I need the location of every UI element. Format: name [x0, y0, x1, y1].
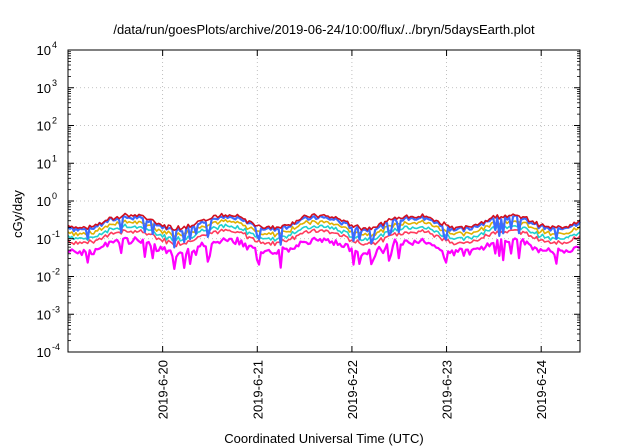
y-tick-label: 10 1 [37, 153, 57, 171]
y-tick-label-base: 10 [37, 270, 51, 285]
y-tick-label-base: 10 [37, 156, 51, 171]
y-tick-label: 10 4 [37, 40, 57, 58]
y-tick-label-base: 10 [37, 119, 51, 134]
y-tick-label-base: 10 [37, 345, 51, 360]
x-tick-label: 2019-6-24 [534, 360, 549, 419]
series-line [67, 212, 581, 231]
y-tick-label-base: 10 [37, 232, 51, 247]
y-tick-label-exponent: 0 [52, 191, 57, 201]
y-tick-label-base: 10 [37, 307, 51, 322]
y-tick-label: 10 -2 [37, 267, 60, 285]
series-layer [67, 212, 581, 270]
y-tick-label-exponent: -1 [52, 229, 60, 239]
y-tick-label: 10 3 [37, 78, 57, 96]
y-tick-label-base: 10 [37, 43, 51, 58]
y-tick-label: 10 2 [37, 116, 57, 134]
chart-title: /data/run/goesPlots/archive/2019-06-24/1… [113, 22, 535, 37]
y-tick-label-exponent: 2 [52, 116, 57, 126]
y-tick-label-exponent: -3 [52, 304, 60, 314]
x-axis: 2019-6-20 2019-6-21 2019-6-22 2019-6-23 2019… [156, 50, 549, 419]
y-tick-label: 10 -1 [37, 229, 60, 247]
y-tick-label-base: 10 [37, 81, 51, 96]
y-tick-label: 10 -3 [37, 304, 60, 322]
x-tick-label: 2019-6-21 [250, 360, 265, 419]
y-tick-label-exponent: -2 [52, 267, 60, 277]
y-tick-label-exponent: 3 [52, 78, 57, 88]
y-tick-label-exponent: -4 [52, 342, 60, 352]
y-axis-label: cGy/day [10, 190, 25, 238]
y-tick-label-base: 10 [37, 194, 51, 209]
y-tick-label: 10 -4 [37, 342, 60, 360]
x-tick-label: 2019-6-22 [345, 360, 360, 419]
grid [68, 50, 580, 352]
x-tick-label: 2019-6-23 [440, 360, 455, 419]
y-tick-label-exponent: 4 [52, 40, 57, 50]
series-line [67, 236, 581, 270]
x-tick-label: 2019-6-20 [156, 360, 171, 419]
y-tick-label: 10 0 [37, 191, 57, 209]
y-tick-label-exponent: 1 [52, 153, 57, 163]
x-axis-label: Coordinated Universal Time (UTC) [224, 431, 423, 446]
series-line [67, 214, 581, 249]
